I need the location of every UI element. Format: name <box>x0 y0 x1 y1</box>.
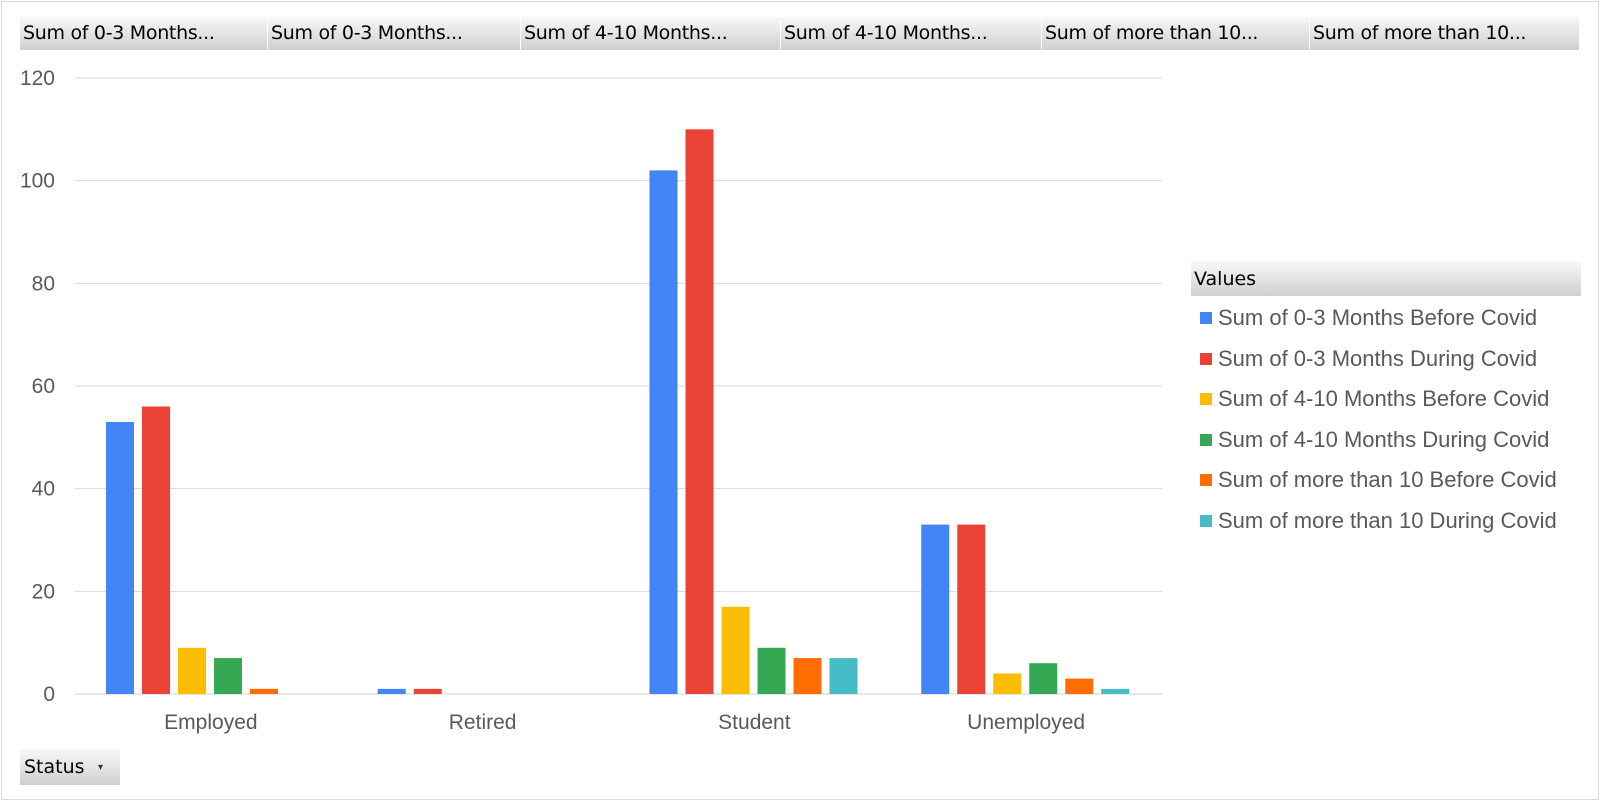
status-filter-button[interactable]: Status ▾ <box>20 750 120 785</box>
field-button-4-10-during[interactable]: Sum of 4-10 Months... <box>781 17 1042 50</box>
x-axis-category-labels: Employed Retired Student Unemployed <box>164 711 1085 734</box>
y-tick-label: 40 <box>32 478 55 501</box>
y-tick-label: 60 <box>32 375 55 398</box>
x-tick-label: Employed <box>164 711 257 734</box>
bar <box>829 658 858 694</box>
bar <box>721 606 750 694</box>
bar <box>993 673 1022 694</box>
legend-swatch <box>1200 433 1212 446</box>
field-button-0-3-before[interactable]: Sum of 0-3 Months... <box>20 17 268 50</box>
bar <box>921 524 950 694</box>
legend-label: Sum of 0-3 Months During Covid <box>1218 345 1538 371</box>
bar <box>649 170 678 694</box>
legend-swatch <box>1200 352 1212 365</box>
legend-label: Sum of 4-10 Months Before Covid <box>1218 386 1550 412</box>
bar <box>1065 678 1094 694</box>
bar <box>178 647 206 694</box>
bar <box>1029 663 1058 694</box>
status-filter-label: Status <box>24 756 85 778</box>
field-button-more-10-during[interactable]: Sum of more than 10... <box>1310 17 1579 50</box>
field-button-0-3-during[interactable]: Sum of 0-3 Months... <box>268 17 521 50</box>
legend-label: Sum of 4-10 Months During Covid <box>1218 426 1550 452</box>
bar <box>1101 688 1130 694</box>
x-tick-label: Student <box>718 711 791 734</box>
field-button-more-10-before[interactable]: Sum of more than 10... <box>1042 17 1310 50</box>
bar <box>685 129 714 695</box>
bar <box>106 421 134 694</box>
bar <box>250 688 278 694</box>
legend-swatch <box>1200 515 1212 527</box>
bar <box>413 688 442 694</box>
legend-swatch <box>1200 312 1212 324</box>
legend-label: Sum of more than 10 During Covid <box>1218 508 1557 533</box>
bars <box>106 129 1130 695</box>
y-tick-label: 0 <box>43 683 55 706</box>
legend-label: Sum of 0-3 Months Before Covid <box>1218 305 1538 330</box>
legend-swatch <box>1200 393 1212 406</box>
legend-header: Values <box>1191 262 1581 296</box>
legend-label: Sum of more than 10 Before Covid <box>1218 467 1557 493</box>
dropdown-arrow-icon: ▾ <box>98 762 104 773</box>
bar <box>142 406 170 694</box>
y-axis-tick-labels: 0 20 40 60 80 100 120 <box>20 67 55 706</box>
x-tick-label: Retired <box>449 711 517 734</box>
y-tick-label: 20 <box>32 580 55 603</box>
bar <box>957 524 986 694</box>
bar <box>214 658 242 694</box>
x-tick-label: Unemployed <box>967 711 1085 734</box>
legend-swatch <box>1200 474 1212 487</box>
y-tick-label: 120 <box>20 67 55 90</box>
bar <box>377 688 406 694</box>
gridlines <box>75 77 1162 695</box>
field-button-4-10-before[interactable]: Sum of 4-10 Months... <box>521 17 781 50</box>
y-tick-label: 100 <box>20 170 55 193</box>
y-tick-label: 80 <box>32 272 55 295</box>
bar <box>757 647 786 694</box>
bar <box>793 658 822 694</box>
